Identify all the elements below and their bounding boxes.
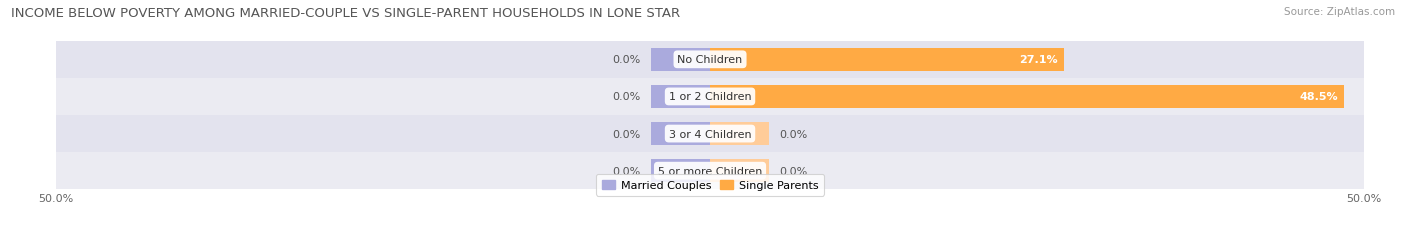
Text: 0.0%: 0.0% [613,129,641,139]
Text: 0.0%: 0.0% [613,92,641,102]
Bar [710,85,1344,109]
Bar [56,116,1364,152]
Bar [710,122,769,146]
Text: 0.0%: 0.0% [779,129,807,139]
Text: 0.0%: 0.0% [613,166,641,176]
Bar [710,159,769,182]
Bar [651,122,710,146]
Bar [56,152,1364,189]
Text: 0.0%: 0.0% [613,55,641,65]
Bar [651,85,710,109]
Text: No Children: No Children [678,55,742,65]
Text: INCOME BELOW POVERTY AMONG MARRIED-COUPLE VS SINGLE-PARENT HOUSEHOLDS IN LONE ST: INCOME BELOW POVERTY AMONG MARRIED-COUPL… [11,7,681,20]
Text: 5 or more Children: 5 or more Children [658,166,762,176]
Bar [56,42,1364,79]
Text: 48.5%: 48.5% [1299,92,1337,102]
Text: 1 or 2 Children: 1 or 2 Children [669,92,751,102]
Bar [651,159,710,182]
Text: 0.0%: 0.0% [779,166,807,176]
Text: Source: ZipAtlas.com: Source: ZipAtlas.com [1284,7,1395,17]
Bar [651,49,710,72]
Bar [710,49,1064,72]
Legend: Married Couples, Single Parents: Married Couples, Single Parents [596,174,824,196]
Text: 3 or 4 Children: 3 or 4 Children [669,129,751,139]
Text: 27.1%: 27.1% [1019,55,1057,65]
Bar [56,79,1364,116]
